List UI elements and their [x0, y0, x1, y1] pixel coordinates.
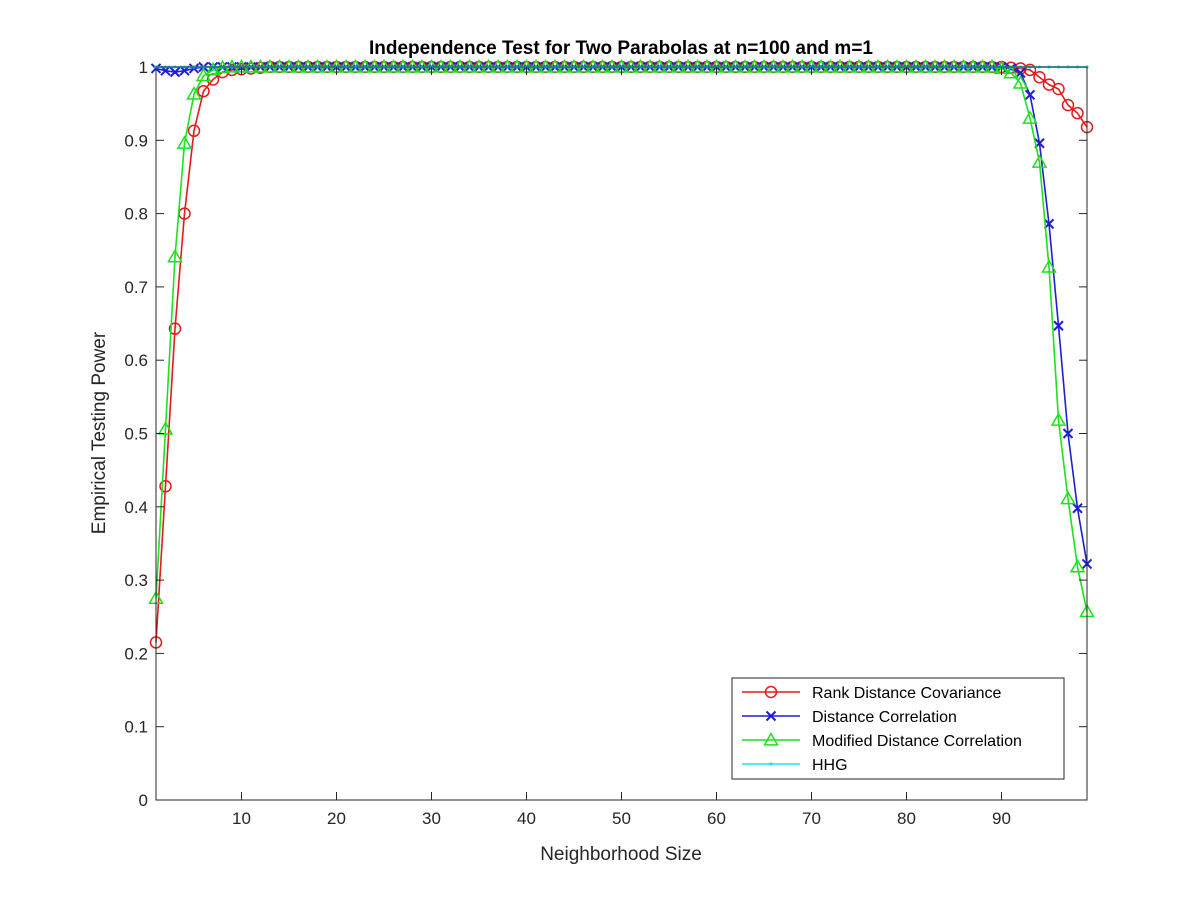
y-tick-label: 0.2	[124, 644, 148, 663]
data-point	[1072, 503, 1083, 514]
data-point	[1050, 412, 1067, 426]
y-tick-label: 1	[139, 58, 148, 77]
x-tick-label: 90	[992, 809, 1011, 828]
data-point	[205, 61, 221, 76]
data-point	[1053, 320, 1064, 331]
data-point	[187, 124, 201, 138]
legend-item: Modified Distance Correlation	[742, 731, 1022, 750]
y-tick-label: 0.6	[124, 351, 148, 370]
y-tick-label: 0.3	[124, 571, 148, 590]
data-point	[176, 135, 193, 149]
legend: Rank Distance Covariance Distance Correla…	[731, 677, 1065, 780]
data-point	[186, 86, 202, 100]
data-point	[157, 421, 174, 435]
y-tick-label: 0.1	[124, 718, 148, 737]
data-point	[1033, 71, 1046, 84]
data-point	[1060, 490, 1076, 505]
legend-label: Rank Distance Covariance	[812, 685, 1002, 702]
x-tick-label: 50	[612, 809, 631, 828]
y-tick-label: 0.9	[124, 131, 148, 150]
data-point	[1071, 106, 1084, 120]
x-tick-label: 20	[327, 809, 346, 828]
chart-title: Independence Test for Two Parabolas at n…	[369, 38, 873, 59]
data-point	[1015, 67, 1026, 79]
x-tick-label: 80	[897, 809, 916, 828]
legend-label: HHG	[812, 757, 848, 774]
legend-item: Distance Correlation	[742, 709, 957, 726]
y-tick-label: 0.7	[124, 278, 148, 297]
y-tick-label: 0.4	[124, 498, 148, 517]
x-axis-label: Neighborhood Size	[540, 844, 702, 865]
x-tick-label: 70	[802, 809, 821, 828]
legend-box	[731, 677, 1065, 780]
legend-item: Rank Distance Covariance	[742, 685, 1002, 702]
x-tick-label: 10	[232, 809, 251, 828]
y-tick-label: 0	[139, 791, 148, 810]
data-point	[1003, 64, 1019, 79]
data-point	[1022, 110, 1038, 124]
legend-marker	[765, 710, 777, 722]
legend-label: Modified Distance Correlation	[812, 733, 1022, 750]
data-point	[1062, 428, 1074, 439]
data-point	[206, 73, 220, 86]
data-point	[159, 480, 172, 493]
y-tick-label: 0.8	[124, 205, 148, 224]
legend-label: Distance Correlation	[812, 709, 957, 726]
legend-marker	[769, 762, 773, 766]
data-point	[1041, 259, 1057, 273]
x-tick-label: 40	[517, 809, 536, 828]
data-point	[168, 322, 182, 335]
data-point	[169, 66, 181, 78]
data-point	[197, 84, 210, 98]
legend-marker	[764, 685, 778, 699]
x-tick-label: 30	[422, 809, 441, 828]
data-point	[167, 248, 183, 263]
y-tick-label: 0.5	[124, 425, 148, 444]
data-point	[1061, 98, 1075, 112]
data-point	[1052, 82, 1065, 96]
y-axis-label: Empirical Testing Power	[89, 331, 110, 534]
data-point	[1069, 558, 1086, 573]
data-point	[1012, 75, 1029, 89]
legend-item: HHG	[742, 757, 848, 774]
x-tick-label: 60	[707, 809, 726, 828]
data-point	[1024, 89, 1036, 101]
legend-marker	[763, 731, 779, 746]
data-point	[1031, 154, 1048, 168]
